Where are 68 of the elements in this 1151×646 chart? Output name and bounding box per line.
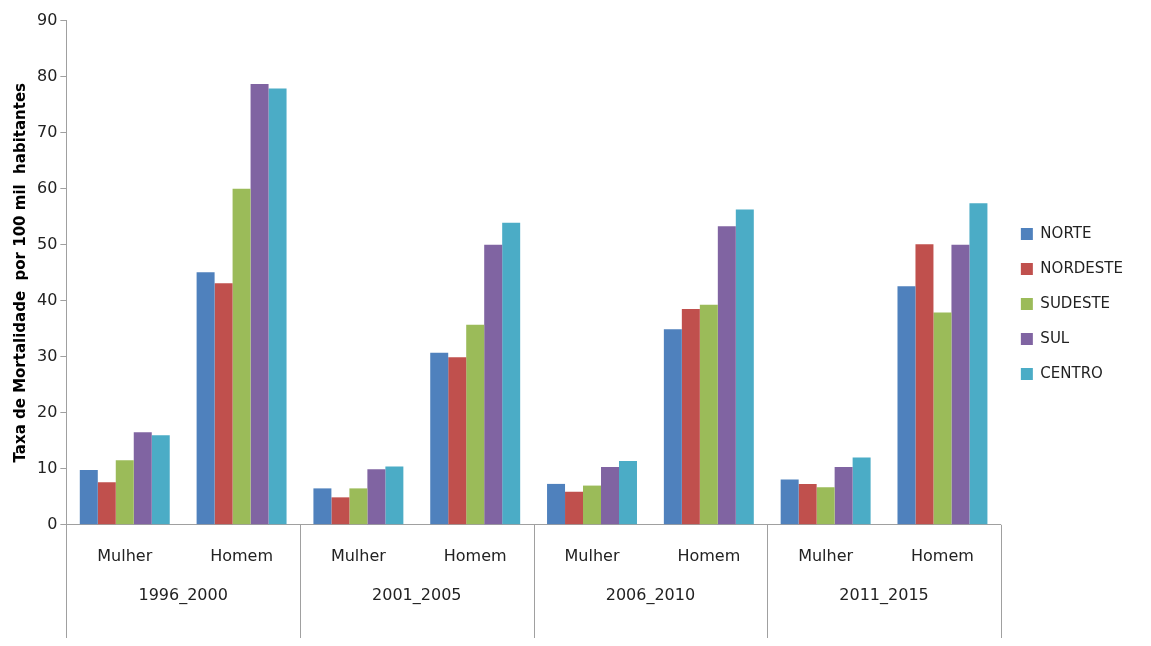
- bar: [214, 283, 233, 525]
- y-tick-label: 40: [37, 289, 58, 309]
- x-tick-label: Mulher: [798, 545, 854, 565]
- x-tick-label: Homem: [443, 545, 507, 565]
- x-tick-label: Mulher: [97, 545, 153, 565]
- bar: [466, 324, 485, 525]
- bar: [484, 244, 503, 525]
- y-tick-label: 30: [37, 345, 58, 365]
- bar: [502, 222, 521, 525]
- legend-label: CENTRO: [1040, 363, 1103, 382]
- y-tick-label: 0: [47, 513, 58, 533]
- bar: [151, 435, 170, 525]
- bar: [115, 460, 134, 525]
- bar: [547, 483, 566, 525]
- bar: [816, 487, 835, 525]
- bar: [969, 203, 988, 525]
- y-tick-label: 80: [37, 65, 58, 85]
- y-tick-label: 10: [37, 457, 58, 477]
- bar: [933, 312, 952, 525]
- bar: [780, 479, 799, 525]
- bar: [196, 272, 215, 525]
- y-tick-label: 70: [37, 121, 58, 141]
- legend-label: SUL: [1040, 328, 1070, 347]
- x-tick-label: Mulher: [330, 545, 387, 565]
- bar: [268, 88, 287, 525]
- bar: [97, 482, 116, 525]
- legend-label: NORTE: [1040, 223, 1092, 242]
- bar: [331, 497, 350, 525]
- bar: [565, 491, 584, 525]
- bar: [430, 352, 449, 525]
- legend-label: SUDESTE: [1040, 293, 1111, 312]
- bar: [834, 467, 853, 525]
- bar: [897, 286, 916, 525]
- x-tick-label: Homem: [677, 545, 741, 565]
- bar: [250, 83, 269, 525]
- y-tick-label: 90: [37, 9, 58, 29]
- bar: [915, 244, 934, 525]
- bar: [601, 467, 619, 525]
- bar: [951, 244, 970, 525]
- x-tick-label: Homem: [210, 545, 273, 565]
- bar: [133, 432, 152, 525]
- bar: [79, 469, 98, 525]
- y-tick-label: 50: [37, 233, 58, 253]
- bar: [367, 469, 386, 525]
- bar: [663, 329, 682, 525]
- bar: [619, 460, 637, 525]
- bar: [852, 457, 871, 525]
- text: 2011_2015: [839, 584, 929, 605]
- bar: [699, 304, 718, 525]
- bar: [735, 209, 754, 525]
- bar: [232, 188, 251, 525]
- text: 1996_2000: [138, 584, 228, 605]
- bar: [448, 357, 467, 525]
- y-axis-title: Taxa de Mortalidade por 100 mil habitantes: [10, 82, 29, 463]
- text: 2006_2010: [605, 584, 696, 605]
- text: 2001_2005: [372, 584, 462, 605]
- bar: [385, 466, 404, 525]
- y-tick-label: 60: [37, 177, 58, 197]
- bar: [583, 485, 602, 525]
- x-tick-label: Homem: [911, 545, 974, 565]
- bar: [717, 226, 736, 525]
- bar: [349, 488, 368, 525]
- y-tick-label: 20: [37, 401, 58, 421]
- x-tick-label: Mulher: [564, 545, 620, 565]
- bar: [798, 483, 817, 525]
- bar: [313, 488, 332, 525]
- bar: [681, 309, 700, 525]
- legend-label: NORDESTE: [1040, 258, 1123, 277]
